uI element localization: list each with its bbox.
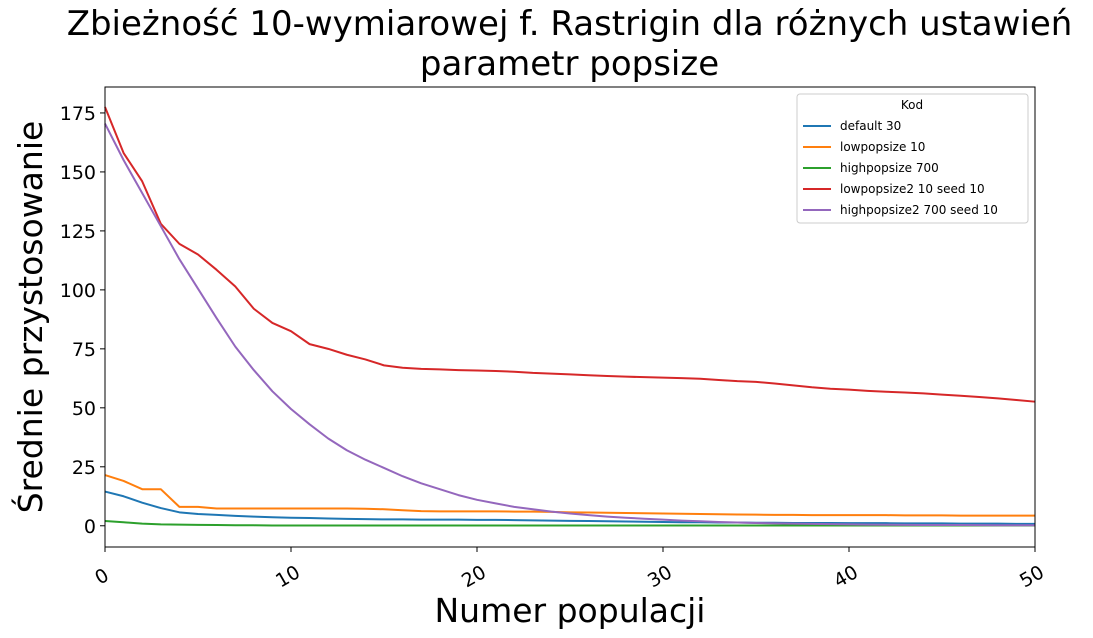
series-line-4 <box>104 106 1036 403</box>
chart-title: Zbieżność 10-wymiarowej f. Rastrigin dla… <box>0 4 1093 84</box>
x-tick-label: 30 <box>644 561 676 592</box>
legend-label-5: highpopsize2 700 seed 10 <box>840 203 998 217</box>
series-layer <box>104 106 1036 527</box>
y-tick-label: 100 <box>60 280 96 302</box>
x-tick-label: 20 <box>458 561 490 592</box>
legend: Kod default 30 lowpopsize 10 highpopsize 7… <box>796 93 1029 224</box>
legend-box <box>796 93 1029 224</box>
x-tick-label: 50 <box>1016 561 1048 592</box>
y-tick-label: 0 <box>84 516 96 538</box>
y-tick-label: 150 <box>60 162 96 184</box>
plot-frame <box>104 86 1036 548</box>
x-tick-label: 0 <box>91 564 112 589</box>
y-tick-label: 125 <box>60 221 96 243</box>
legend-items: default 30 lowpopsize 10 highpopsize 700 lo… <box>803 119 998 217</box>
y-tick-label: 50 <box>72 398 96 420</box>
x-tick-label: 10 <box>272 561 304 592</box>
y-tick-label: 75 <box>72 339 96 361</box>
legend-label-4: lowpopsize2 10 seed 10 <box>840 182 985 196</box>
x-tick-label: 40 <box>830 561 862 592</box>
y-axis-label: Średnie przystosowanie <box>10 121 50 514</box>
legend-title: Kod <box>901 98 923 112</box>
legend-label-1: default 30 <box>840 119 901 133</box>
x-axis: 0 10 20 30 40 50 <box>91 547 1048 592</box>
series-line-5 <box>104 123 1035 527</box>
chart-title-line-1: Zbieżność 10-wymiarowej f. Rastrigin dla… <box>66 4 1073 44</box>
chart-title-line-2: parametr popsize <box>419 44 720 84</box>
series-line-1 <box>104 490 1035 525</box>
y-axis: 0 25 50 75 100 125 150 175 <box>60 103 105 538</box>
y-tick-label: 175 <box>60 103 96 125</box>
legend-label-2: lowpopsize 10 <box>840 140 925 154</box>
legend-label-3: highpopsize 700 <box>840 161 939 175</box>
x-axis-label: Numer populacji <box>435 591 706 630</box>
y-tick-label: 25 <box>72 457 96 479</box>
series-line-2 <box>104 474 1035 517</box>
